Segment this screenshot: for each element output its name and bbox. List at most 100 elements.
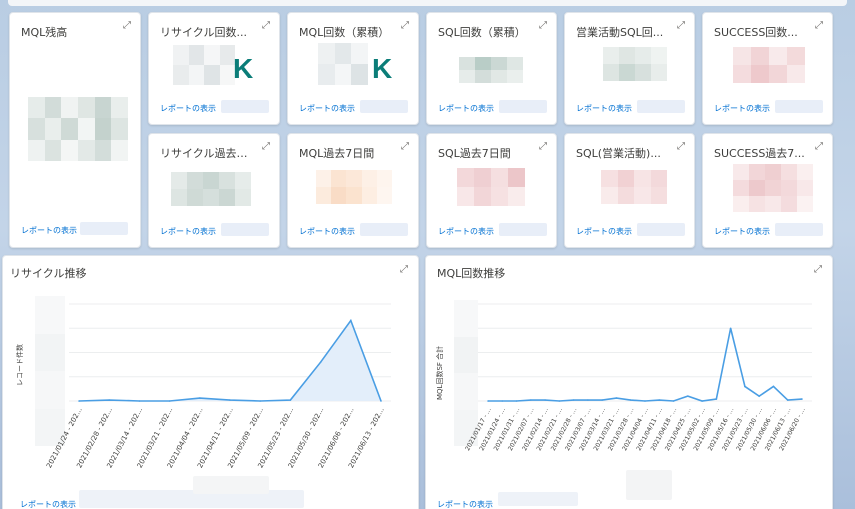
report-link[interactable]: レポートの表示 — [438, 104, 494, 113]
expand-icon[interactable]: ⤢ — [539, 141, 547, 152]
redacted-value — [171, 172, 251, 206]
expand-icon[interactable]: ⤢ — [401, 20, 409, 31]
redacted-link — [360, 223, 408, 236]
tile-sql-7d[interactable]: SQL過去7日間 ⤢ レポートの表示 — [426, 133, 557, 248]
data-point — [78, 400, 80, 402]
redacted-link — [637, 223, 685, 236]
redacted-value — [28, 97, 128, 161]
redacted-value — [733, 47, 805, 83]
expand-icon[interactable]: ⤢ — [815, 20, 823, 31]
data-point — [786, 399, 789, 401]
data-point — [629, 399, 632, 401]
data-point — [501, 400, 504, 402]
redacted-link — [79, 490, 304, 508]
tile-sql-sales-7d[interactable]: SQL(営業活動)... ⤢ レポートの表示 — [564, 133, 695, 248]
tile-mql-7d[interactable]: MQL過去7日間 ⤢ レポートの表示 — [287, 133, 419, 248]
tile-title: SUCCESS回数... — [714, 26, 798, 39]
recycle-trend-chart: 2021/01/24 - 202...2021/02/28 - 202...20… — [45, 303, 391, 469]
mql-trend-chart: 2021/01/17 - ...2021/01/24 - ...2021/01/… — [464, 303, 812, 452]
redacted-axis — [454, 300, 478, 446]
redacted-link — [80, 222, 128, 235]
expand-icon[interactable]: ⤢ — [401, 141, 409, 152]
redacted-value — [603, 47, 667, 81]
data-point — [319, 361, 322, 363]
report-link[interactable]: レポートの表示 — [437, 500, 493, 509]
redacted-axis — [35, 296, 65, 446]
area-fill — [79, 320, 381, 401]
data-point — [544, 399, 546, 401]
expand-icon[interactable]: ⤢ — [677, 20, 685, 31]
data-point — [744, 385, 746, 388]
value-suffix: K — [372, 53, 393, 84]
report-link[interactable]: レポートの表示 — [714, 104, 770, 113]
tile-recycle-7d[interactable]: リサイクル過去7... ⤢ レポートの表示 — [148, 133, 280, 248]
report-link[interactable]: レポートの表示 — [299, 227, 355, 236]
redacted-block — [626, 470, 672, 500]
chart-card-recycle-trend[interactable]: リサイクル推移 ⤢ レコード件数 2021/01/24 - 202... 2021… — [2, 255, 419, 509]
tile-title: SQL過去7日間 — [438, 147, 511, 160]
tile-title: SQL(営業活動)... — [576, 147, 661, 160]
tile-mql-balance[interactable]: MQL残高 ⤢ レポートの表示 — [9, 12, 141, 248]
report-link[interactable]: レポートの表示 — [160, 104, 216, 113]
expand-icon[interactable]: ⤢ — [815, 141, 823, 152]
redacted-link — [499, 223, 547, 236]
report-link[interactable]: レポートの表示 — [576, 227, 632, 236]
redacted-value — [733, 164, 813, 212]
tile-title: MQL過去7日間 — [299, 147, 375, 160]
tile-success-7d[interactable]: SUCCESS過去7... ⤢ レポートの表示 — [702, 133, 833, 248]
data-point — [380, 400, 382, 402]
expand-icon[interactable]: ⤢ — [123, 20, 131, 31]
value-suffix: K — [233, 53, 254, 84]
expand-icon[interactable]: ⤢ — [539, 20, 547, 31]
data-point — [644, 400, 646, 402]
report-link[interactable]: レポートの表示 — [299, 104, 355, 113]
data-point — [572, 399, 575, 401]
tile-title: MQL回数（累積） — [299, 26, 390, 39]
report-link[interactable]: レポートの表示 — [160, 227, 216, 236]
data-point — [615, 397, 618, 399]
redacted-value — [318, 43, 368, 85]
expand-icon[interactable]: ⤢ — [400, 264, 408, 275]
data-point — [601, 399, 603, 401]
redacted-link — [221, 100, 269, 113]
tile-title: リサイクル過去7... — [160, 147, 253, 160]
expand-icon[interactable]: ⤢ — [262, 141, 270, 152]
data-point — [168, 400, 171, 402]
tile-mql-count[interactable]: MQL回数（累積） ⤢ K レポートの表示 — [287, 12, 419, 125]
data-point — [259, 400, 262, 402]
data-point — [530, 399, 532, 401]
report-link[interactable]: レポートの表示 — [21, 226, 77, 235]
redacted-link — [775, 100, 823, 113]
redacted-block — [193, 476, 269, 494]
report-link[interactable]: レポートの表示 — [714, 227, 770, 236]
data-point — [801, 398, 803, 400]
data-point — [558, 400, 561, 402]
top-strip — [8, 0, 847, 6]
redacted-value — [601, 170, 667, 204]
redacted-value — [316, 170, 392, 204]
tile-title: SQL回数（累積） — [438, 26, 526, 39]
tile-sales-sql[interactable]: 営業活動SQL回... ⤢ レポートの表示 — [564, 12, 695, 125]
data-point — [715, 398, 718, 400]
expand-icon[interactable]: ⤢ — [814, 264, 822, 275]
data-point — [729, 327, 732, 330]
report-link[interactable]: レポートの表示 — [576, 104, 632, 113]
expand-icon[interactable]: ⤢ — [677, 141, 685, 152]
data-point — [701, 400, 703, 402]
data-point — [687, 395, 689, 397]
data-point — [587, 399, 589, 401]
redacted-link — [637, 100, 685, 113]
tile-sql-count[interactable]: SQL回数（累積） ⤢ レポートの表示 — [426, 12, 557, 125]
data-point — [138, 400, 141, 402]
report-link[interactable]: レポートの表示 — [20, 500, 76, 509]
data-point — [289, 399, 292, 401]
tile-success-count[interactable]: SUCCESS回数... ⤢ レポートの表示 — [702, 12, 833, 125]
redacted-link — [498, 492, 578, 506]
data-point — [487, 400, 489, 402]
data-point — [772, 385, 775, 388]
series-line — [488, 328, 803, 402]
chart-card-mql-trend[interactable]: MQL回数推移 ⤢ MQL回数SF 合計 2021/01/17 - ... 202… — [425, 255, 833, 509]
tile-recycle-count[interactable]: リサイクル回数... ⤢ K レポートの表示 — [148, 12, 280, 125]
expand-icon[interactable]: ⤢ — [262, 20, 270, 31]
report-link[interactable]: レポートの表示 — [438, 227, 494, 236]
